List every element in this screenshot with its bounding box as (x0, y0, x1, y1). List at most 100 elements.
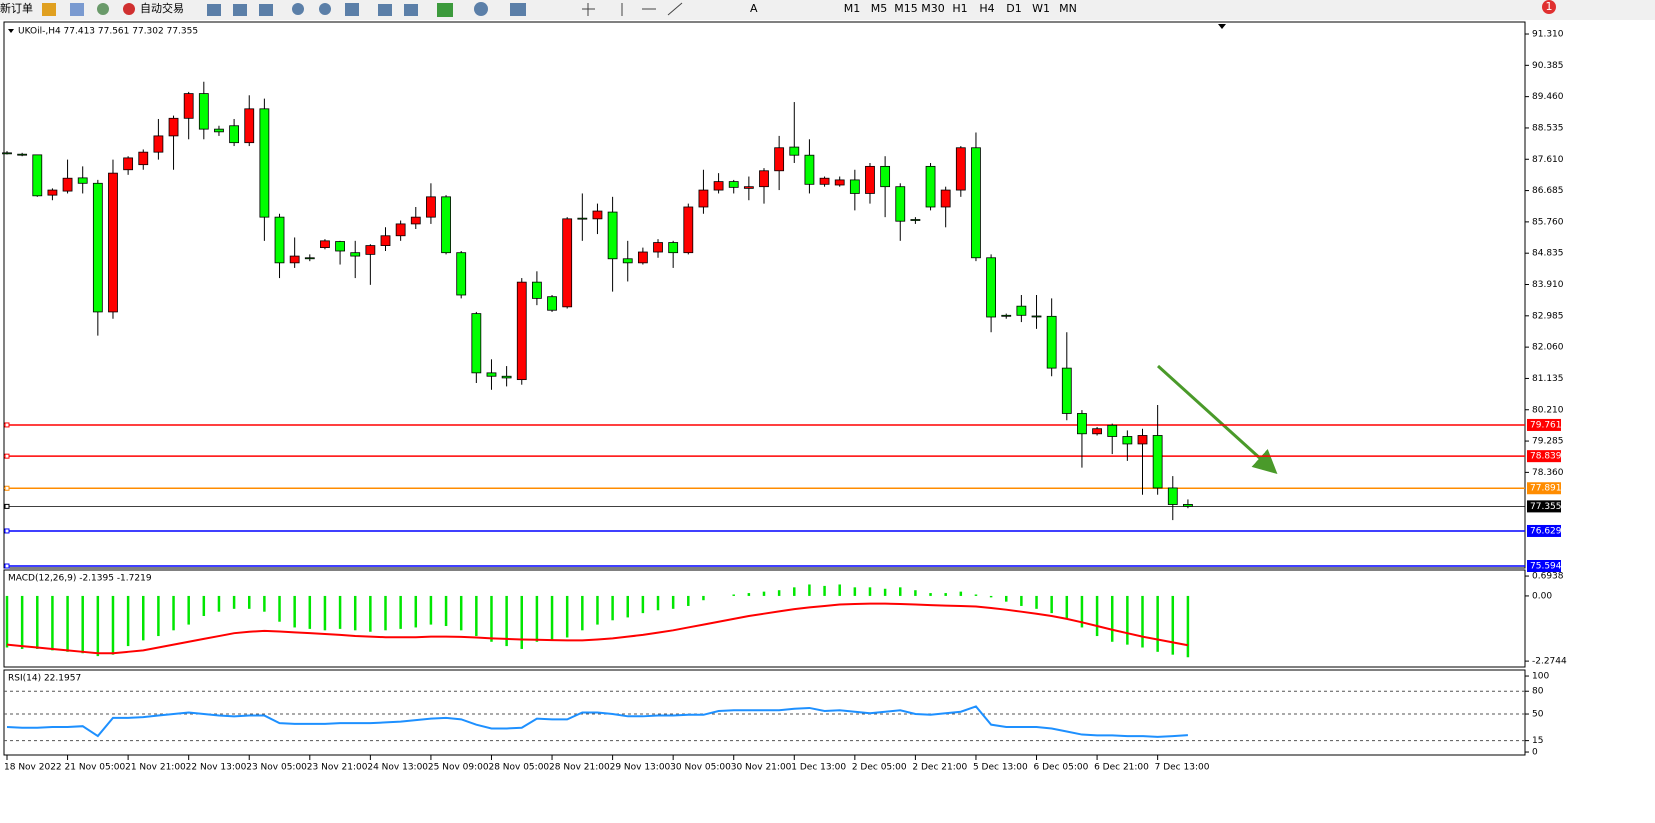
tool-icons (207, 2, 526, 17)
timeframe-button[interactable]: D1 (1006, 2, 1021, 15)
y-tick-label: 86.685 (1532, 186, 1564, 196)
icon[interactable] (345, 3, 359, 16)
icon[interactable] (207, 4, 221, 16)
candle-body (1167, 487, 1178, 505)
text-tool[interactable]: A (750, 2, 758, 15)
icon[interactable] (259, 4, 273, 16)
y-tick-label: 0 (1532, 748, 1538, 758)
candle-body (138, 151, 149, 166)
candle-body (955, 147, 966, 191)
auto-trade-button[interactable]: 自动交易 (140, 1, 184, 15)
candle-body (153, 135, 164, 153)
level-label: 75.594 (1530, 562, 1562, 572)
candle-body (380, 235, 391, 246)
level-label: 79.761 (1530, 420, 1562, 430)
notification-count: 1 (1546, 0, 1553, 13)
icon[interactable] (437, 3, 453, 17)
x-tick-label: 28 Nov 21:00 (549, 763, 610, 773)
icon[interactable] (404, 4, 418, 16)
candle-body (92, 182, 103, 313)
candle-body (698, 189, 709, 208)
timeframe-button[interactable]: M1 (844, 2, 861, 15)
candle-body (259, 108, 270, 218)
candle-body (759, 170, 769, 188)
level-label: 78.839 (1530, 452, 1562, 462)
candle-body (32, 154, 43, 197)
candle-body (350, 252, 361, 257)
candle-body (1001, 314, 1012, 317)
level-label: 76.629 (1530, 526, 1562, 536)
icon[interactable] (70, 3, 84, 16)
timeframe-button[interactable]: M15 (894, 2, 918, 15)
x-tick-label: 2 Dec 21:00 (912, 763, 967, 773)
candle-body (895, 186, 906, 222)
icon[interactable] (292, 3, 304, 15)
candle-body (47, 189, 58, 196)
timeframe-button[interactable]: M5 (871, 2, 888, 15)
macd-header: MACD(12,26,9) -2.1395 -1.7219 (8, 574, 152, 584)
icon[interactable] (378, 4, 392, 16)
candle-body (819, 177, 830, 185)
candle-body (562, 218, 573, 308)
x-tick-label: 23 Nov 05:00 (246, 763, 307, 773)
candle-body (653, 242, 663, 253)
notification-badge[interactable] (1542, 0, 1556, 14)
candle-body (244, 108, 255, 144)
candle-body (289, 255, 300, 264)
icon[interactable] (510, 3, 526, 16)
x-tick-label: 23 Nov 21:00 (307, 763, 368, 773)
auto-trade-icon[interactable] (123, 3, 135, 15)
candle-body (304, 257, 315, 260)
level-handle (4, 503, 10, 509)
candle-body (925, 165, 936, 208)
icon[interactable] (97, 3, 109, 15)
candle-body (1092, 428, 1102, 435)
candle-body (501, 375, 512, 379)
level-label-bg (1527, 560, 1561, 573)
x-tick-label: 24 Nov 13:00 (367, 763, 428, 773)
icon[interactable] (42, 3, 56, 16)
collapse-arrow[interactable] (8, 29, 14, 33)
candle-body (1152, 435, 1163, 489)
candle-body (547, 296, 557, 311)
toolbar: 新订单 自动交易 A M1 M5 M15 M30 H1 H4 D1 W1 MN 1 (0, 0, 1655, 20)
candle-body (2, 152, 12, 155)
candle-body (1077, 413, 1087, 435)
trend-arrow (1156, 364, 1278, 475)
candle-body (123, 157, 134, 171)
y-tick-label: 0.6938 (1532, 572, 1564, 582)
new-order-button[interactable]: 新订单 (0, 1, 33, 15)
icon[interactable] (474, 2, 488, 16)
y-tick-label: 78.360 (1532, 468, 1564, 478)
candle-body (910, 219, 921, 221)
candle-body (486, 372, 497, 377)
draw-tools (582, 2, 683, 16)
x-tick-label: 2 Dec 05:00 (852, 763, 907, 773)
candle-body (865, 165, 875, 194)
level-label-bg (1527, 450, 1561, 463)
x-tick-label: 30 Nov 05:00 (670, 763, 731, 773)
candle-body (1122, 436, 1133, 445)
y-tick-label: 85.760 (1532, 217, 1564, 227)
candle-body (728, 181, 739, 188)
timeframe-button[interactable]: M30 (921, 2, 945, 15)
timeframe-button[interactable]: H1 (952, 2, 967, 15)
icon[interactable] (233, 4, 247, 16)
y-tick-label: 90.385 (1532, 61, 1564, 71)
candle-body (789, 146, 800, 156)
y-tick-label: 79.285 (1532, 437, 1564, 447)
timeframe-button[interactable]: W1 (1032, 2, 1050, 15)
y-tick-label: 100 (1532, 672, 1549, 682)
candle-body (607, 211, 618, 260)
candle-body (441, 196, 451, 254)
tool-trendline[interactable] (667, 2, 683, 16)
candle-body (198, 93, 209, 130)
candle-body (532, 281, 542, 299)
timeframe-button[interactable]: MN (1059, 2, 1077, 15)
icon[interactable] (319, 3, 331, 15)
timeframe-button[interactable]: H4 (979, 2, 994, 15)
level-label-bg (1527, 418, 1561, 431)
candle-body (1107, 424, 1118, 437)
y-tick-label: 15 (1532, 736, 1543, 746)
